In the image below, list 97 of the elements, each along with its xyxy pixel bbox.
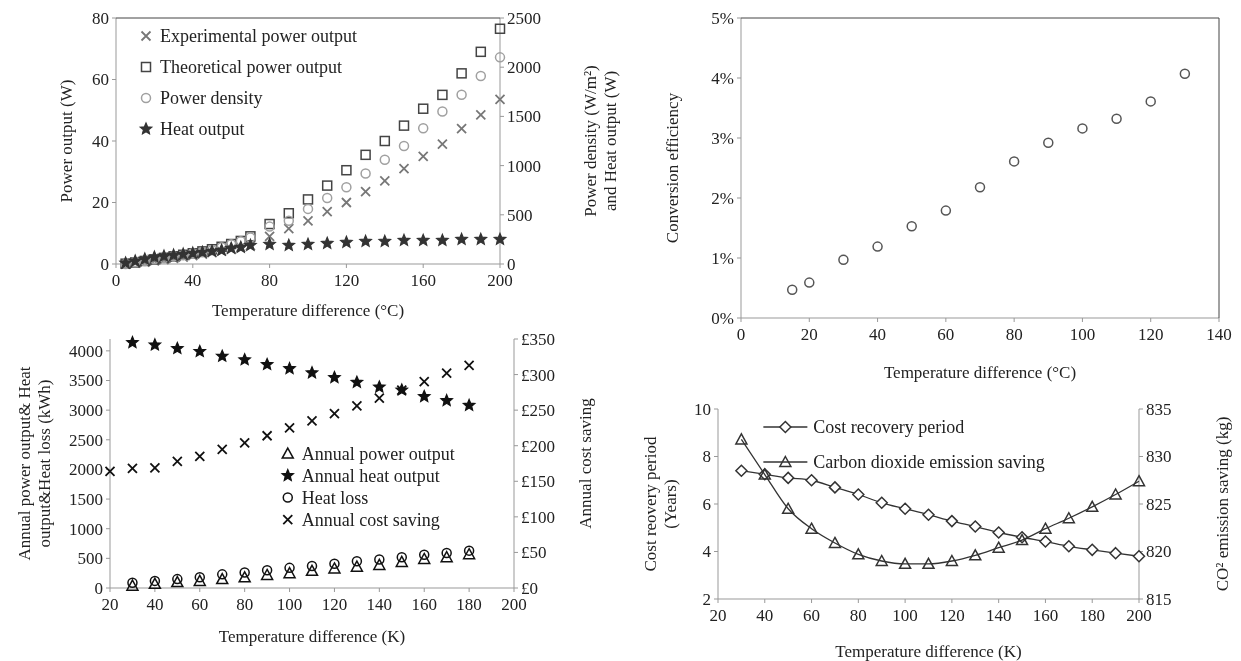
legend-label: Annual cost saving: [301, 509, 440, 530]
y-tick-label: 500: [77, 549, 103, 569]
y2-tick-label: £300: [521, 365, 555, 385]
y-tick-label: 1500: [69, 490, 103, 510]
y-tick-label: 4000: [69, 341, 103, 361]
y2-tick-label: £200: [521, 436, 555, 456]
x-tick-label: 180: [456, 595, 482, 614]
y-tick-label: 5%: [711, 8, 734, 28]
y2-axis-title: CO² emission saving (kg): [1212, 416, 1232, 592]
x-tick-label: 160: [411, 595, 437, 614]
x-tick-label: 140: [1206, 325, 1232, 344]
y2-tick-label: 0: [507, 254, 516, 274]
x-tick-label: 40: [869, 325, 887, 344]
y-tick-label: 20: [92, 193, 109, 213]
x-tick-label: 200: [501, 595, 527, 614]
y2-tick-label: 815: [1146, 589, 1172, 609]
y-axis-title: Annual power output& Heat output&Heat loss (kWh): [14, 366, 54, 561]
y2-tick-label: £350: [521, 329, 555, 349]
y2-tick-label: 500: [507, 205, 533, 225]
y2-tick-label: 835: [1146, 399, 1172, 419]
y2-axis-title: Power density (W/m²) and Heat output (W): [580, 65, 620, 217]
y-tick-label: 80: [92, 8, 109, 28]
legend-label: Experimental power output: [160, 26, 357, 47]
x-tick-label: 120: [333, 271, 360, 290]
y2-tick-label: £0: [521, 578, 538, 598]
y2-tick-label: £150: [521, 472, 555, 492]
y-tick-label: 0: [100, 254, 109, 274]
x-tick-label: 60: [937, 325, 955, 344]
x-tick-label: 80: [236, 595, 254, 614]
legend-label: Annual power output: [301, 443, 455, 464]
x-tick-label: 40: [756, 606, 774, 625]
y2-tick-label: 825: [1146, 494, 1172, 514]
x-tick-label: 80: [1005, 325, 1023, 344]
y2-tick-label: 1500: [507, 107, 541, 127]
legend-label: Cost recovery period: [813, 417, 965, 438]
y-tick-label: 3%: [711, 128, 734, 148]
y-tick-label: 2%: [711, 188, 734, 208]
x-tick-label: 40: [184, 271, 202, 290]
legend-label: Annual heat output: [301, 465, 440, 486]
x-tick-label: 140: [985, 606, 1012, 625]
y-tick-label: 0: [94, 578, 103, 598]
y-tick-label: 2: [702, 589, 711, 609]
legend-label: Heat output: [160, 119, 245, 140]
x-tick-label: 60: [191, 595, 209, 614]
x-tick-label: 100: [1069, 325, 1096, 344]
y-tick-label: 60: [92, 70, 109, 90]
x-tick-label: 160: [410, 271, 436, 290]
x-axis-title: Temperature difference (K): [835, 641, 1022, 661]
y-tick-label: 6: [702, 494, 711, 514]
y-tick-label: 4: [702, 542, 712, 562]
legend-label: Theoretical power output: [160, 57, 342, 78]
y2-tick-label: 2500: [507, 8, 541, 28]
legend-label: Heat loss: [301, 487, 369, 508]
x-axis-title: Temperature difference (°C): [883, 362, 1077, 382]
x-tick-label: 200: [1126, 606, 1152, 625]
x-tick-label: 160: [1032, 606, 1059, 625]
x-axis-title: Temperature difference (K): [218, 626, 406, 646]
y-tick-label: 8: [702, 447, 711, 467]
y-tick-label: 2500: [69, 430, 103, 450]
x-tick-label: 200: [487, 271, 513, 290]
y2-tick-label: 1000: [507, 156, 541, 176]
y2-axis-title: Annual cost saving: [575, 397, 595, 529]
y2-tick-label: £250: [521, 401, 555, 421]
y-tick-label: 3000: [69, 401, 103, 421]
y-tick-label: 40: [92, 131, 109, 151]
x-axis-title: Temperature difference (°C): [211, 300, 405, 320]
x-tick-label: 20: [800, 325, 818, 344]
y-tick-label: 3500: [69, 371, 103, 391]
y-tick-label: 0%: [711, 308, 734, 328]
legend-label: Power density: [160, 88, 263, 109]
y2-tick-label: 820: [1146, 542, 1172, 562]
y-axis-title: Cost reovery period (Years): [640, 436, 680, 572]
x-tick-label: 100: [276, 595, 303, 614]
y-axis-title: Conversion efficiency: [662, 92, 682, 244]
y-axis-title: Power output (W): [56, 79, 76, 203]
x-tick-label: 120: [1137, 325, 1164, 344]
y2-tick-label: £100: [521, 507, 555, 527]
x-tick-label: 60: [803, 606, 821, 625]
y-tick-label: 4%: [711, 68, 734, 88]
x-tick-label: 100: [892, 606, 918, 625]
x-tick-label: 0: [736, 325, 746, 344]
y-tick-label: 1%: [711, 248, 734, 268]
x-tick-label: 120: [939, 606, 965, 625]
x-tick-label: 0: [111, 271, 121, 290]
x-tick-label: 180: [1079, 606, 1105, 625]
x-tick-label: 80: [849, 606, 867, 625]
y2-tick-label: 830: [1146, 447, 1172, 467]
legend-label: Carbon dioxide emission saving: [813, 452, 1045, 473]
x-tick-label: 120: [321, 595, 348, 614]
y2-tick-label: 2000: [507, 58, 541, 78]
y-tick-label: 1000: [69, 519, 103, 539]
x-tick-label: 40: [146, 595, 164, 614]
y-tick-label: 2000: [69, 460, 103, 480]
y2-tick-label: £50: [521, 543, 547, 563]
y-tick-label: 10: [694, 399, 711, 419]
x-tick-label: 80: [261, 271, 279, 290]
x-tick-label: 140: [366, 595, 393, 614]
